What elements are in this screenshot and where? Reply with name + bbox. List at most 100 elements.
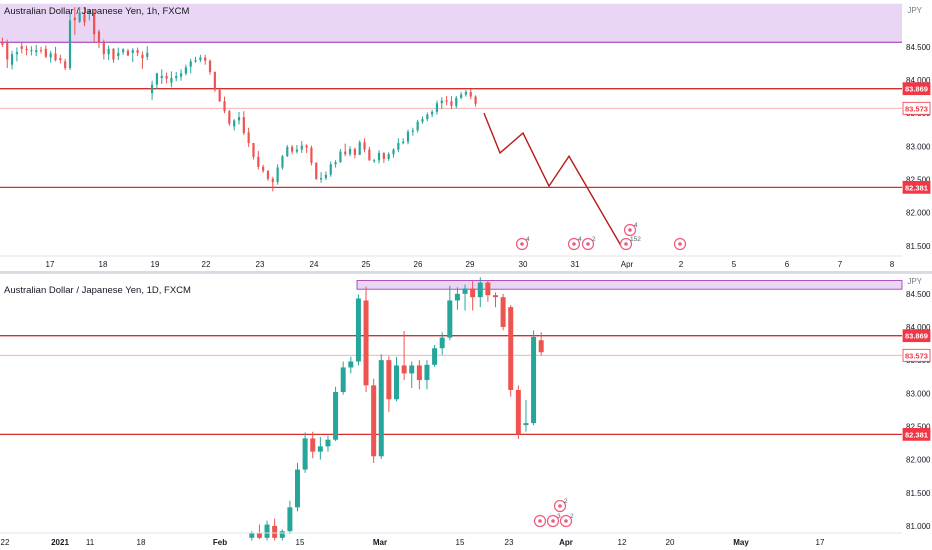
hourly-candle[interactable] xyxy=(35,50,38,53)
hourly-candle[interactable] xyxy=(97,31,101,43)
hourly-candle[interactable] xyxy=(141,54,144,59)
hourly-candle[interactable] xyxy=(59,58,62,61)
hourly-candle[interactable] xyxy=(440,100,443,104)
hourly-candle[interactable] xyxy=(117,52,120,57)
hourly-candle[interactable] xyxy=(208,60,212,73)
hourly-candle[interactable] xyxy=(464,91,468,95)
daily-candle[interactable] xyxy=(462,288,468,294)
daily-candle[interactable] xyxy=(302,438,308,470)
daily-candle[interactable] xyxy=(279,531,285,538)
hourly-candle[interactable] xyxy=(179,73,183,77)
daily-candle[interactable] xyxy=(310,438,316,452)
daily-candle[interactable] xyxy=(523,423,529,426)
hourly-candle[interactable] xyxy=(455,97,458,106)
hourly-candle[interactable] xyxy=(344,151,347,155)
hourly-candle[interactable] xyxy=(281,156,284,168)
hourly-candle[interactable] xyxy=(112,48,115,60)
hourly-candle[interactable] xyxy=(25,48,28,51)
hourly-candle[interactable] xyxy=(334,162,337,165)
hourly-candle[interactable] xyxy=(189,61,192,67)
daily-candle[interactable] xyxy=(333,391,339,440)
daily-candle[interactable] xyxy=(272,525,278,538)
hourly-chart-canvas[interactable]: 84.50084.00083.50083.00082.50082.00081.5… xyxy=(0,0,932,272)
hourly-candle[interactable] xyxy=(49,53,52,58)
daily-candle[interactable] xyxy=(378,360,384,457)
daily-candle[interactable] xyxy=(264,524,270,538)
hourly-candle[interactable] xyxy=(102,42,105,55)
hourly-candle[interactable] xyxy=(363,142,366,150)
daily-candle[interactable] xyxy=(371,385,377,457)
daily-candle[interactable] xyxy=(317,446,323,452)
hourly-candle[interactable] xyxy=(223,101,226,112)
daily-candle[interactable] xyxy=(325,439,331,447)
daily-candle[interactable] xyxy=(340,367,346,392)
hourly-candle[interactable] xyxy=(377,152,381,161)
hourly-candle[interactable] xyxy=(68,20,72,69)
daily-candle[interactable] xyxy=(424,364,430,381)
hourly-candle[interactable] xyxy=(266,170,270,179)
hourly-candle[interactable] xyxy=(20,46,23,49)
hourly-candle[interactable] xyxy=(469,91,472,97)
daily-candle[interactable] xyxy=(386,360,392,400)
hourly-candle[interactable] xyxy=(150,84,154,94)
hourly-candle[interactable] xyxy=(402,141,405,143)
hourly-candle[interactable] xyxy=(397,142,400,150)
hourly-candle[interactable] xyxy=(276,167,279,183)
hourly-candle[interactable] xyxy=(368,149,371,161)
hourly-candle[interactable] xyxy=(126,50,130,56)
hourly-candle[interactable] xyxy=(88,10,91,14)
projection-path[interactable] xyxy=(483,112,622,247)
hourly-candle[interactable] xyxy=(310,147,313,163)
hourly-candle[interactable] xyxy=(450,101,453,106)
daily-candle[interactable] xyxy=(493,295,498,298)
hourly-candle[interactable] xyxy=(339,151,342,163)
hourly-candle[interactable] xyxy=(416,121,419,131)
daily-candle[interactable] xyxy=(432,348,438,365)
hourly-candle[interactable] xyxy=(122,49,125,53)
hourly-candle[interactable] xyxy=(460,94,463,98)
hourly-candle[interactable] xyxy=(1,41,4,45)
hourly-candle[interactable] xyxy=(15,52,18,55)
hourly-candle[interactable] xyxy=(242,117,245,134)
hourly-candle[interactable] xyxy=(131,50,134,53)
hourly-candle[interactable] xyxy=(426,114,429,120)
hourly-candle[interactable] xyxy=(382,152,385,159)
hourly-candle[interactable] xyxy=(445,100,448,102)
daily-candle[interactable] xyxy=(515,389,521,435)
hourly-candle[interactable] xyxy=(218,89,221,102)
hourly-candle[interactable] xyxy=(233,120,236,127)
hourly-candle[interactable] xyxy=(315,162,318,180)
daily-candle[interactable] xyxy=(355,298,361,362)
hourly-candle[interactable] xyxy=(39,50,43,52)
hourly-candle[interactable] xyxy=(54,53,57,61)
hourly-candle[interactable] xyxy=(392,149,395,155)
daily-candle[interactable] xyxy=(256,532,262,538)
hourly-candle[interactable] xyxy=(155,73,159,85)
daily-candle[interactable] xyxy=(538,340,544,353)
hourly-candle[interactable] xyxy=(411,130,414,132)
daily-candle[interactable] xyxy=(287,507,293,532)
hourly-candle[interactable] xyxy=(83,14,86,23)
hourly-candle[interactable] xyxy=(373,160,376,162)
hourly-candle[interactable] xyxy=(199,57,202,61)
hourly-candle[interactable] xyxy=(160,76,163,79)
hourly-candle[interactable] xyxy=(93,13,96,35)
hourly-candle[interactable] xyxy=(262,166,265,171)
hourly-candle[interactable] xyxy=(228,111,231,124)
hourly-candle[interactable] xyxy=(257,156,260,167)
panel-divider[interactable] xyxy=(0,271,932,274)
hourly-candle[interactable] xyxy=(291,146,294,152)
daily-candle[interactable] xyxy=(394,365,399,400)
hourly-candle[interactable] xyxy=(30,50,33,52)
hourly-candle[interactable] xyxy=(421,119,424,122)
daily-candle[interactable] xyxy=(500,297,506,327)
daily-candle[interactable] xyxy=(401,365,407,374)
hourly-candle[interactable] xyxy=(295,149,299,152)
hourly-candle[interactable] xyxy=(324,174,328,179)
hourly-candle[interactable] xyxy=(64,61,67,69)
daily-candle[interactable] xyxy=(477,282,483,298)
daily-candle[interactable] xyxy=(363,300,369,386)
hourly-candle[interactable] xyxy=(252,142,255,157)
hourly-candle[interactable] xyxy=(6,42,9,60)
hourly-candle[interactable] xyxy=(213,72,216,90)
